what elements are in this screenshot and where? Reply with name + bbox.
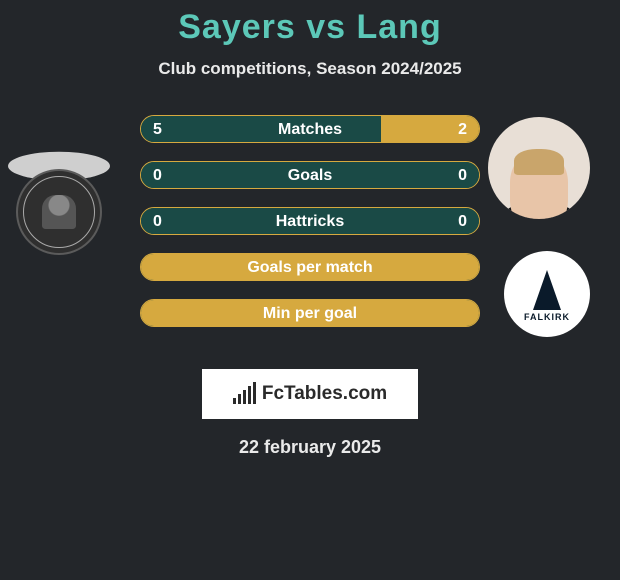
avatar-hair xyxy=(514,149,564,175)
player-right-avatar xyxy=(488,117,590,219)
stats-area: FALKIRK Matches52Goals00Hattricks00Goals… xyxy=(0,107,620,357)
date-text: 22 february 2025 xyxy=(0,437,620,458)
infographic-container: Sayers vs Lang Club competitions, Season… xyxy=(0,0,620,458)
stat-value-left: 0 xyxy=(153,162,162,189)
brand-box: FcTables.com xyxy=(202,369,418,419)
club-right-badge: FALKIRK xyxy=(504,251,590,337)
avatar-face xyxy=(510,153,568,219)
stat-value-left: 5 xyxy=(153,116,162,143)
steeple-icon xyxy=(533,270,561,310)
stat-row: Min per goal xyxy=(140,299,480,327)
subtitle: Club competitions, Season 2024/2025 xyxy=(0,59,620,79)
club-right-label: FALKIRK xyxy=(524,312,570,322)
stat-label: Hattricks xyxy=(141,208,479,235)
stat-value-right: 0 xyxy=(458,162,467,189)
stat-value-right: 0 xyxy=(458,208,467,235)
stat-row: Matches5 2 xyxy=(140,115,480,143)
stat-row: Hattricks0 0 xyxy=(140,207,480,235)
thistle-icon xyxy=(42,195,76,229)
stat-row: Goals0 0 xyxy=(140,161,480,189)
bar-chart-icon xyxy=(233,384,256,404)
stat-value-right: 2 xyxy=(458,116,467,143)
page-title: Sayers vs Lang xyxy=(0,8,620,47)
thistle-ring xyxy=(23,176,95,248)
club-left-badge xyxy=(16,169,102,255)
stat-label: Min per goal xyxy=(141,300,479,327)
stat-bars: Matches52Goals00Hattricks00Goals per mat… xyxy=(140,115,480,345)
stat-label: Matches xyxy=(141,116,479,143)
stat-label: Goals xyxy=(141,162,479,189)
stat-row: Goals per match xyxy=(140,253,480,281)
stat-value-left: 0 xyxy=(153,208,162,235)
stat-label: Goals per match xyxy=(141,254,479,281)
brand-text: FcTables.com xyxy=(262,383,387,405)
